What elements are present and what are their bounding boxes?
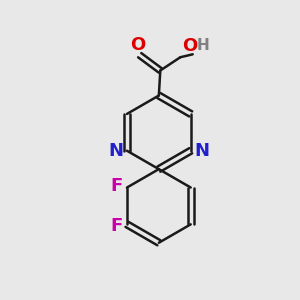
Text: H: H — [196, 38, 209, 53]
Text: F: F — [110, 177, 122, 195]
Text: O: O — [130, 36, 146, 54]
Text: F: F — [110, 217, 122, 235]
Text: N: N — [108, 142, 123, 160]
Text: N: N — [194, 142, 209, 160]
Text: O: O — [182, 37, 197, 55]
